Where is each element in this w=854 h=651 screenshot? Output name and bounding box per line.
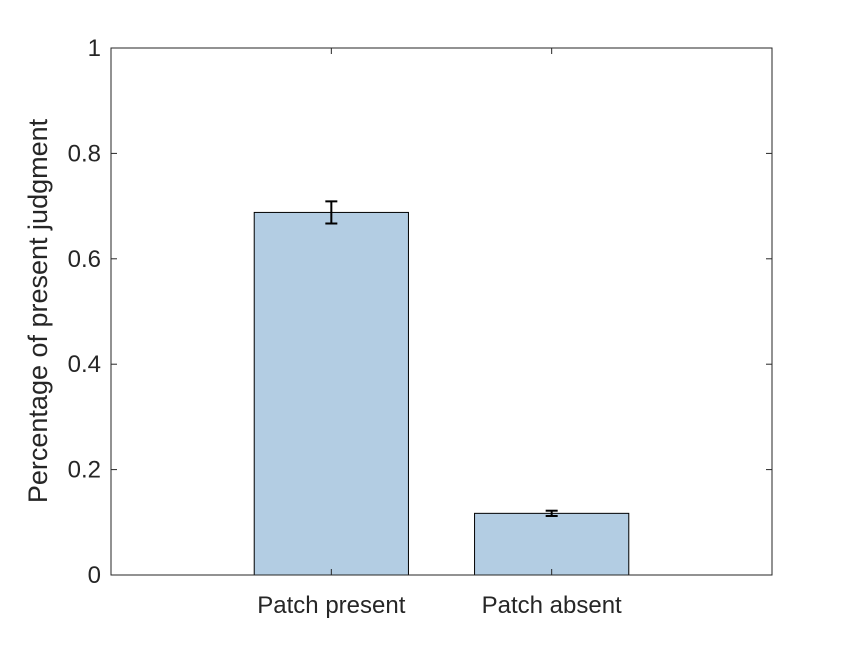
y-tick-label: 0.2 — [68, 457, 101, 484]
error-bar-patch-absent — [545, 509, 558, 517]
y-tick-label: 0.6 — [68, 246, 101, 273]
plot-area — [111, 48, 772, 575]
y-tick-labels: 0 0.2 0.4 0.6 0.8 1 — [68, 35, 101, 589]
y-tick-label: 1 — [88, 35, 101, 62]
error-bars-layer — [325, 200, 558, 517]
y-tick-label: 0.4 — [68, 351, 101, 378]
y-tick-label: 0.8 — [68, 140, 101, 167]
y-tick-label: 0 — [88, 562, 101, 589]
axes-box — [110, 47, 773, 576]
y-axis-label: Percentage of present judgment — [23, 118, 53, 503]
bars-layer — [253, 211, 630, 576]
ticks-layer — [111, 47, 772, 576]
bar-patch-present — [253, 211, 409, 576]
x-tick-labels: Patch present Patch absent — [257, 592, 622, 619]
bar-patch-absent — [474, 512, 630, 576]
x-tick-label: Patch present — [257, 592, 405, 619]
error-bar-patch-present — [325, 200, 338, 225]
x-tick-label: Patch absent — [482, 592, 622, 619]
